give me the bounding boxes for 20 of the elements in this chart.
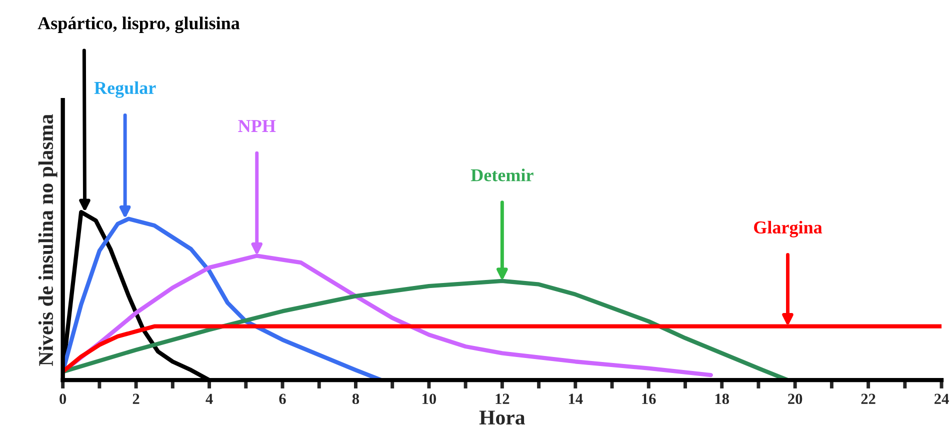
x-tick-label: 8 bbox=[352, 394, 360, 404]
x-tick-label: 2 bbox=[132, 394, 140, 404]
x-tick-label: 6 bbox=[279, 394, 286, 404]
y-axis-title: Niveis de insulina no plasma bbox=[38, 114, 58, 366]
x-tick-label: 16 bbox=[642, 394, 656, 404]
annotation: Aspártico, lispro, glulisina bbox=[38, 16, 240, 34]
x-tick-label: 18 bbox=[715, 394, 729, 404]
annotation: Regular bbox=[94, 81, 156, 98]
x-tick-label: 22 bbox=[861, 394, 876, 404]
annotation: NPH bbox=[238, 120, 276, 132]
x-tick-label: 24 bbox=[934, 394, 949, 404]
x-tick-label: 20 bbox=[788, 394, 802, 404]
x-axis-title: Hora bbox=[479, 410, 526, 425]
x-tick-label: 0 bbox=[60, 394, 66, 404]
x-tick-label: 12 bbox=[496, 394, 510, 404]
x-tick-label: 4 bbox=[206, 394, 213, 404]
annotation: Detemir bbox=[470, 168, 534, 182]
annotation: Glargina bbox=[754, 220, 822, 238]
x-tick-label: 10 bbox=[422, 394, 436, 404]
x-tick-label: 14 bbox=[568, 394, 583, 404]
